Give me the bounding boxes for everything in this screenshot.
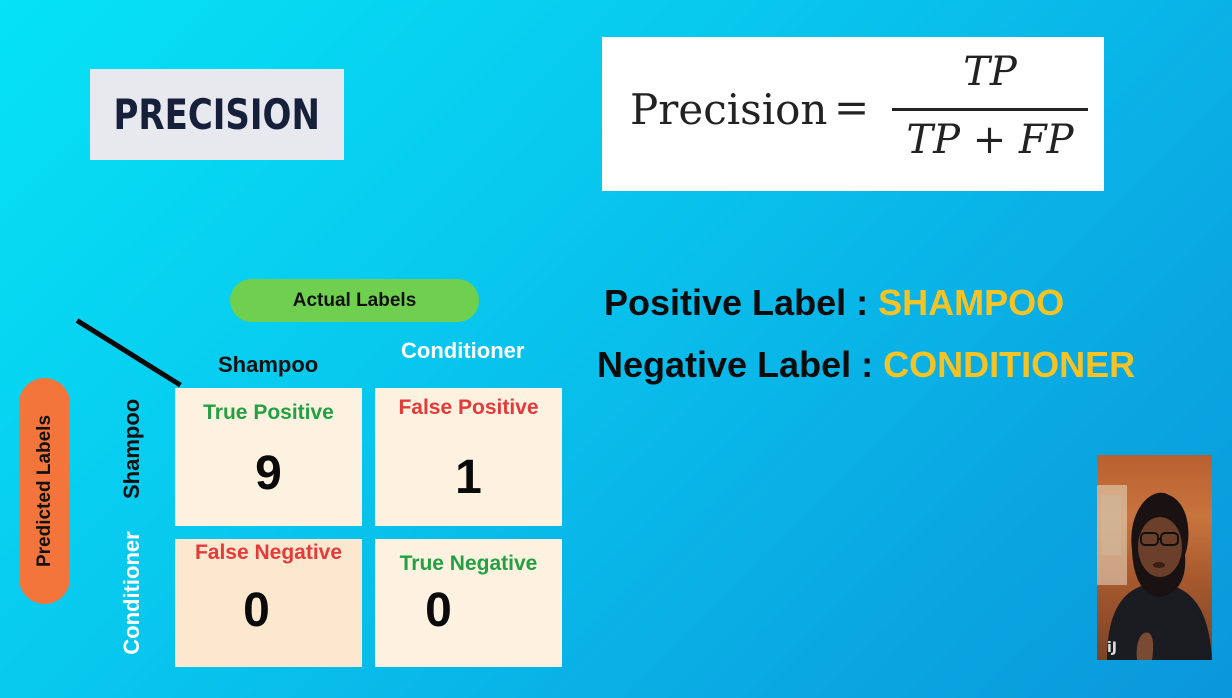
positive-label-prefix: Positive Label : [604, 282, 869, 323]
title-card: PRECISION [90, 69, 344, 160]
formula-denominator: TP + FP [906, 117, 1074, 163]
cell-value: 1 [455, 451, 482, 504]
cell-true-negative: True Negative 0 [375, 539, 562, 667]
formula-numerator: TP [963, 49, 1017, 95]
fraction-bar [892, 108, 1088, 111]
cell-label: True Positive [203, 401, 334, 424]
cell-value: 9 [255, 447, 282, 500]
cell-false-negative: False Negative 0 [175, 539, 362, 667]
predicted-labels-pill: Predicted Labels [19, 378, 70, 604]
cell-label: False Positive [398, 396, 539, 419]
cell-value: 0 [243, 584, 270, 637]
predicted-labels-text: Predicted Labels [33, 414, 55, 568]
presenter-figure-icon: iJ [1097, 485, 1212, 660]
actual-labels-pill: Actual Labels [230, 279, 479, 322]
cell-false-positive: False Positive 1 [375, 388, 562, 526]
formula-card: Precision = TP TP + FP [602, 37, 1104, 191]
cell-label: True Negative [399, 552, 538, 575]
negative-label-value: CONDITIONER [883, 344, 1136, 385]
positive-label-value: SHAMPOO [878, 282, 1065, 323]
row-header-shampoo: Shampoo [119, 398, 144, 499]
cell-label: False Negative [194, 541, 343, 564]
column-header-shampoo: Shampoo [218, 352, 319, 377]
row-header-conditioner: Conditioner [119, 531, 144, 655]
page-title: PRECISION [113, 90, 321, 139]
column-header-conditioner: Conditioner [401, 338, 525, 363]
formula-lhs: Precision [630, 85, 828, 134]
negative-label-prefix: Negative Label : [597, 344, 874, 385]
cell-value: 0 [425, 584, 452, 637]
diagonal-divider [75, 318, 182, 388]
positive-label-line: Positive Label : SHAMPOO [604, 282, 1064, 324]
presenter-video[interactable]: iJ [1097, 455, 1212, 660]
formula-equals: = [834, 83, 870, 132]
cell-true-positive: True Positive 9 [175, 388, 362, 526]
svg-text:iJ: iJ [1107, 640, 1117, 656]
negative-label-line: Negative Label : CONDITIONER [597, 344, 1135, 386]
